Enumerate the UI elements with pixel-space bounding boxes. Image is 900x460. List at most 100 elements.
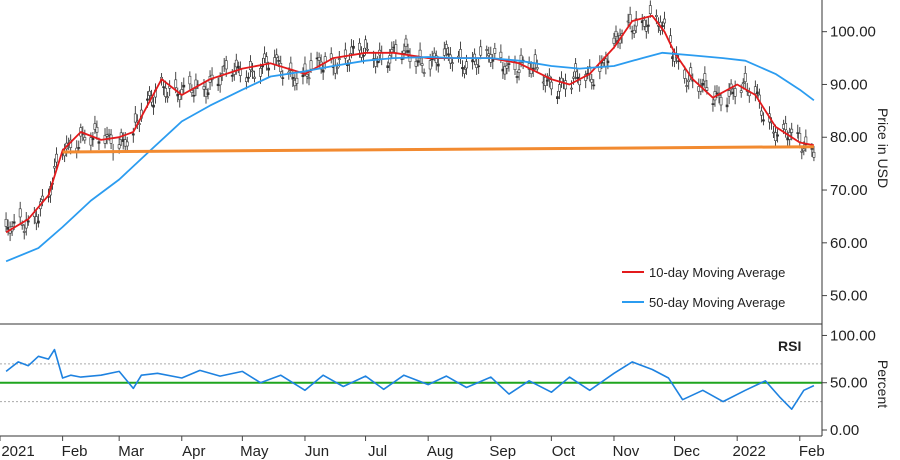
price-bar-body [376, 60, 380, 64]
price-bar-body [420, 63, 424, 66]
price-bar-body [277, 60, 281, 62]
x-tick-label: Sep [489, 443, 516, 460]
price-bar-body [422, 72, 426, 74]
price-bar-body [41, 195, 44, 200]
price-bar-body [719, 97, 723, 106]
price-bar-body [343, 49, 347, 59]
price-bar-body [247, 76, 250, 79]
price-bar-body [513, 60, 517, 70]
price-bar-body [317, 57, 321, 61]
x-tick-label: Jun [305, 443, 329, 460]
price-bar-body [230, 74, 234, 77]
price-bar-body [493, 48, 497, 54]
price-bar-body [406, 50, 410, 53]
price-bar-body [402, 50, 406, 54]
price-bar-body [558, 84, 561, 92]
price-bar-body [461, 67, 464, 70]
price-bar-body [291, 76, 295, 80]
price-bar-body [358, 42, 361, 51]
price-bar-body [91, 137, 95, 141]
price-bar-body [642, 19, 646, 27]
price-bar-body [194, 79, 198, 89]
price-bar-body [89, 137, 93, 146]
price-bar-body [224, 60, 228, 70]
price-bar-body [105, 134, 109, 137]
price-bar-body [301, 74, 305, 78]
series-line-10-day-moving-average [5, 14, 815, 234]
price-bar-body [705, 87, 709, 91]
price-bar-body [53, 166, 56, 169]
price-bar-body [725, 104, 729, 108]
price-bar-body [711, 103, 715, 105]
price-bar-body [404, 38, 408, 47]
price-bar-body [592, 84, 596, 87]
x-tick-label: Dec [673, 443, 700, 460]
price-bar-body [572, 76, 575, 79]
rsi-tick-label: 50.00 [830, 375, 868, 392]
price-bar-body [644, 26, 648, 32]
price-bar-body [703, 73, 707, 82]
price-bar-body [188, 75, 192, 85]
price-tick-label: 50.00 [830, 288, 868, 305]
price-bar-body [796, 132, 800, 134]
price-bar-body [192, 94, 196, 97]
price-bar-body [251, 70, 254, 73]
price-bar-body [747, 92, 751, 97]
price-bar-body [107, 133, 111, 136]
price-bar-body [133, 113, 137, 123]
price-bar-body [800, 150, 804, 153]
price-bar-body [451, 62, 454, 64]
price-bar-body [491, 59, 495, 62]
price-bar-body [612, 37, 616, 44]
price-bar-body [218, 76, 222, 86]
price-bar-body [166, 96, 170, 99]
price-bar-body [428, 60, 432, 70]
price-bar-body [701, 82, 705, 86]
price-bar-body [295, 77, 299, 84]
price-bar-body [535, 67, 539, 70]
legend-label: 50-day Moving Average [649, 295, 785, 310]
price-bar-body [55, 153, 58, 163]
price-bar-body [131, 133, 135, 136]
x-tick-label: Apr [182, 443, 205, 460]
price-bar-body [446, 53, 450, 56]
price-bar-body [386, 65, 390, 69]
price-bar-body [329, 53, 333, 59]
price-bar-body [206, 92, 210, 96]
price-bar-body [265, 56, 268, 64]
x-axis: 2021 Feb Mar Apr May Jun Jul Aug Sep Oct Nov Dec 202… [0, 436, 825, 460]
price-bar-body [236, 65, 240, 69]
price-bar-body [281, 77, 285, 79]
price-bar-body [77, 147, 81, 149]
price-bar-body [477, 65, 481, 68]
price-bar-body [798, 133, 802, 143]
price-bar-body [289, 62, 293, 71]
price-bar-body [753, 86, 757, 94]
price-bar-body [36, 220, 40, 224]
price-bar-body [570, 87, 573, 90]
price-bar-body [804, 136, 808, 146]
rsi-tick-label: 0.00 [830, 422, 859, 439]
series-line-50-day-moving-average [5, 51, 815, 263]
price-bar-body [416, 60, 420, 63]
price-bar-body [442, 48, 446, 56]
price-bar-body [648, 5, 652, 14]
price-bar-body [350, 46, 353, 54]
price-bar-body [760, 110, 763, 116]
price-tick-label: 80.00 [830, 129, 868, 146]
price-bar-body [394, 44, 398, 54]
price-bar-body [465, 61, 468, 69]
price-bar-body [152, 104, 155, 108]
price-bar-body [26, 220, 30, 223]
price-bar-body [146, 98, 149, 101]
price-bar-body [564, 80, 567, 90]
price-bar-body [307, 77, 311, 80]
price-axis-title: Price in USD [875, 108, 891, 188]
rsi-line [5, 348, 815, 411]
price-bar-body [380, 52, 384, 59]
price-bar-body [337, 58, 341, 60]
price-bar-body [632, 30, 636, 34]
price-bar-body [733, 88, 737, 97]
rsi-axis-title: Percent [875, 360, 891, 408]
